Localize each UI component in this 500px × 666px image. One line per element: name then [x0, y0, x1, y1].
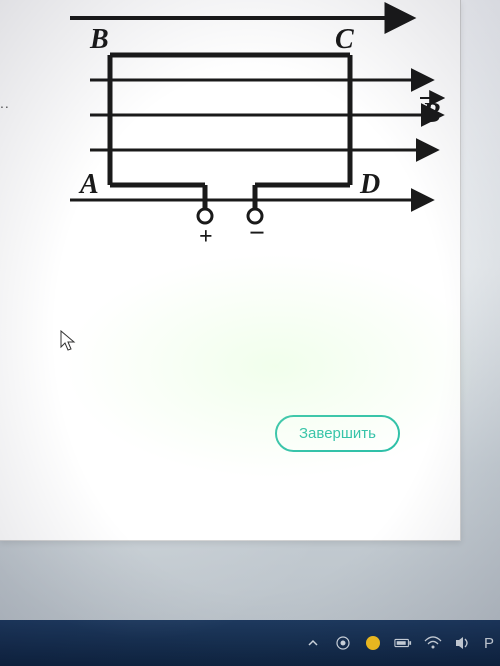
tray-lang-indicator[interactable]: Р: [484, 635, 494, 652]
volume-icon[interactable]: [454, 634, 472, 652]
label-plus: +: [199, 224, 213, 250]
wifi-icon[interactable]: [424, 634, 442, 652]
label-D: D: [359, 169, 380, 200]
finish-button[interactable]: Завершить: [275, 415, 400, 452]
label-A: A: [78, 169, 99, 200]
system-tray[interactable]: Р: [304, 620, 494, 666]
tray-overflow-icon[interactable]: [304, 634, 322, 652]
label-C: C: [335, 24, 354, 55]
physics-diagram: B C A D B + −: [50, 0, 450, 260]
battery-icon[interactable]: [394, 634, 412, 652]
screen: ..: [0, 0, 500, 666]
label-vecB: B: [421, 98, 441, 129]
onedrive-icon[interactable]: [364, 634, 382, 652]
content-card: ..: [0, 0, 461, 541]
weather-icon[interactable]: [334, 634, 352, 652]
taskbar: Р: [0, 620, 500, 666]
label-minus: −: [249, 218, 265, 249]
label-B: B: [89, 24, 109, 55]
ellipsis-text: ..: [0, 95, 10, 111]
